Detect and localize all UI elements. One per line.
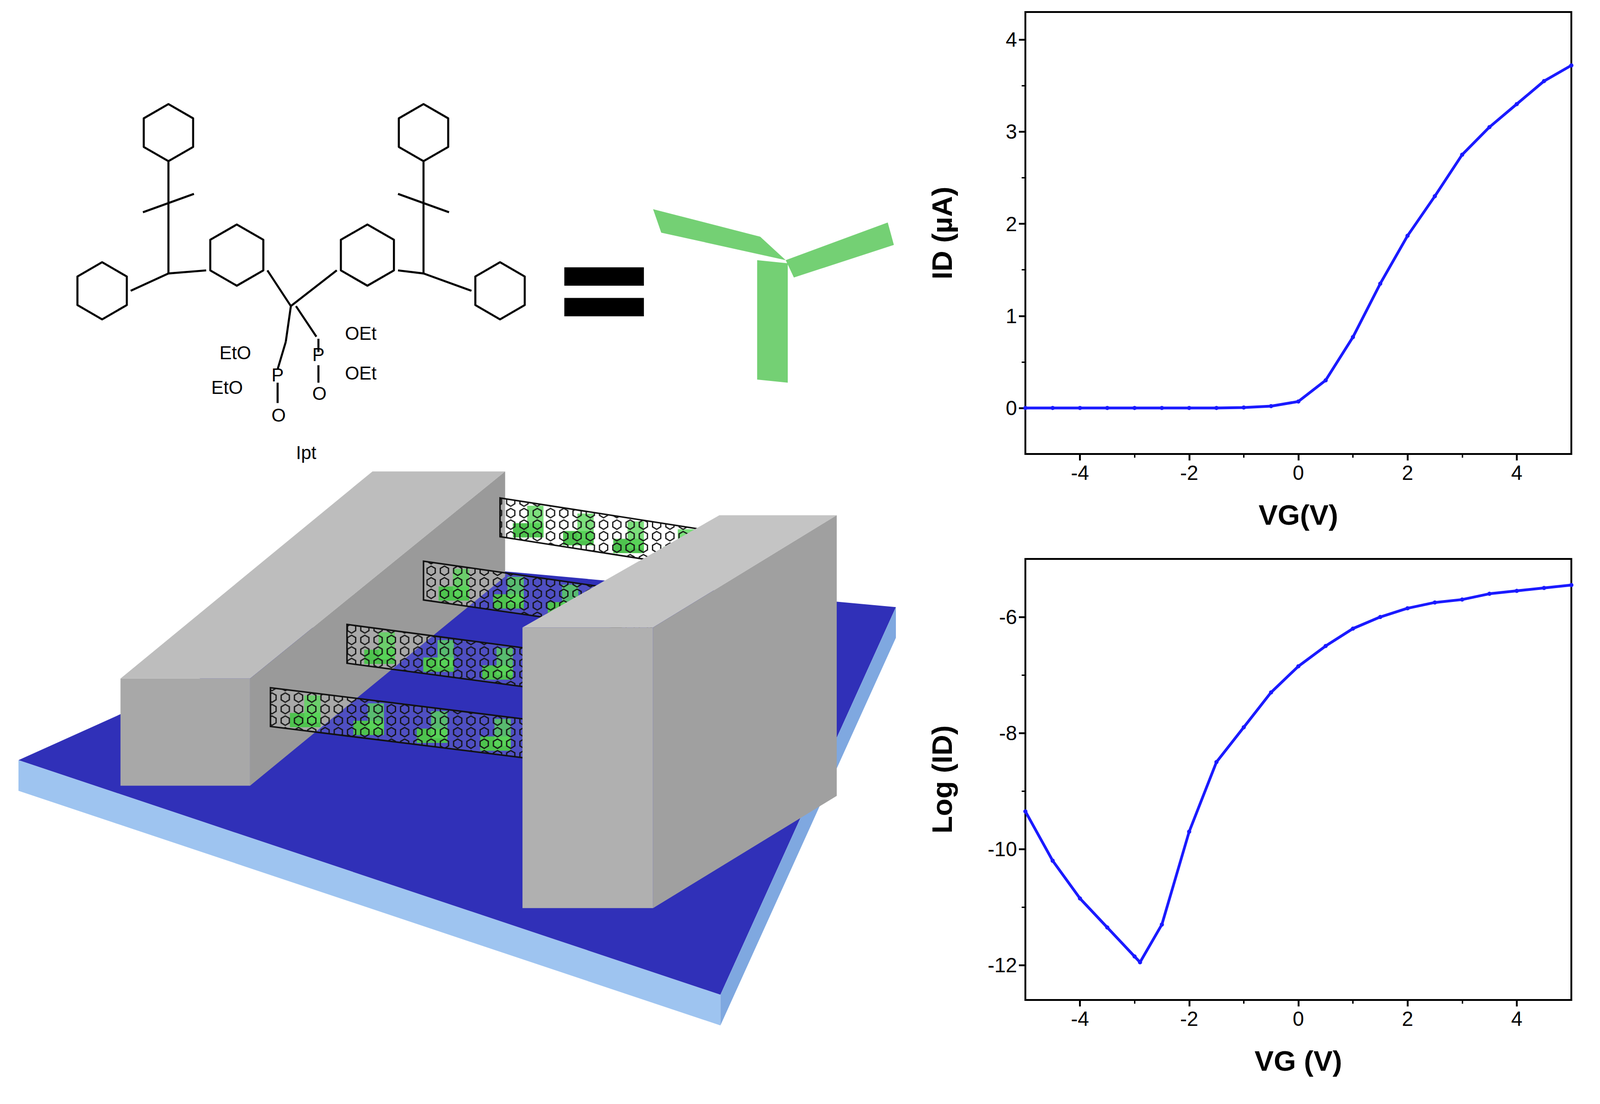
svg-text:-2: -2 bbox=[1180, 461, 1199, 485]
svg-text:O: O bbox=[271, 404, 286, 426]
svg-text:Log (ID): Log (ID) bbox=[925, 725, 958, 834]
svg-text:-10: -10 bbox=[987, 837, 1018, 861]
svg-text:OEt: OEt bbox=[344, 362, 377, 384]
svg-text:4: 4 bbox=[1511, 1007, 1523, 1030]
svg-text:-4: -4 bbox=[1071, 461, 1090, 485]
svg-text:-2: -2 bbox=[1180, 1007, 1199, 1030]
svg-text:1: 1 bbox=[1005, 304, 1018, 328]
svg-text:0: 0 bbox=[1292, 1007, 1304, 1030]
svg-text:Ipt: Ipt bbox=[295, 442, 317, 463]
svg-text:P: P bbox=[312, 344, 325, 365]
svg-text:OEt: OEt bbox=[344, 323, 377, 344]
svg-text:2: 2 bbox=[1401, 461, 1413, 485]
svg-text:ID (µA): ID (µA) bbox=[925, 186, 958, 280]
svg-text:VG(V): VG(V) bbox=[1258, 498, 1338, 531]
svg-text:P: P bbox=[271, 364, 284, 386]
svg-text:0: 0 bbox=[1005, 396, 1018, 420]
svg-text:EtO: EtO bbox=[219, 342, 252, 363]
svg-text:2: 2 bbox=[1005, 212, 1018, 236]
svg-text:4: 4 bbox=[1005, 28, 1018, 51]
svg-text:0: 0 bbox=[1292, 461, 1304, 485]
svg-text:-12: -12 bbox=[987, 953, 1018, 977]
svg-text:2: 2 bbox=[1401, 1007, 1413, 1030]
svg-text:EtO: EtO bbox=[211, 377, 243, 398]
svg-text:4: 4 bbox=[1511, 461, 1523, 485]
svg-text:-4: -4 bbox=[1071, 1007, 1090, 1030]
svg-text:-6: -6 bbox=[999, 605, 1018, 629]
svg-text:VG (V): VG (V) bbox=[1254, 1044, 1343, 1077]
svg-text:-8: -8 bbox=[999, 721, 1018, 745]
svg-text:O: O bbox=[312, 383, 327, 404]
svg-text:3: 3 bbox=[1005, 120, 1018, 143]
